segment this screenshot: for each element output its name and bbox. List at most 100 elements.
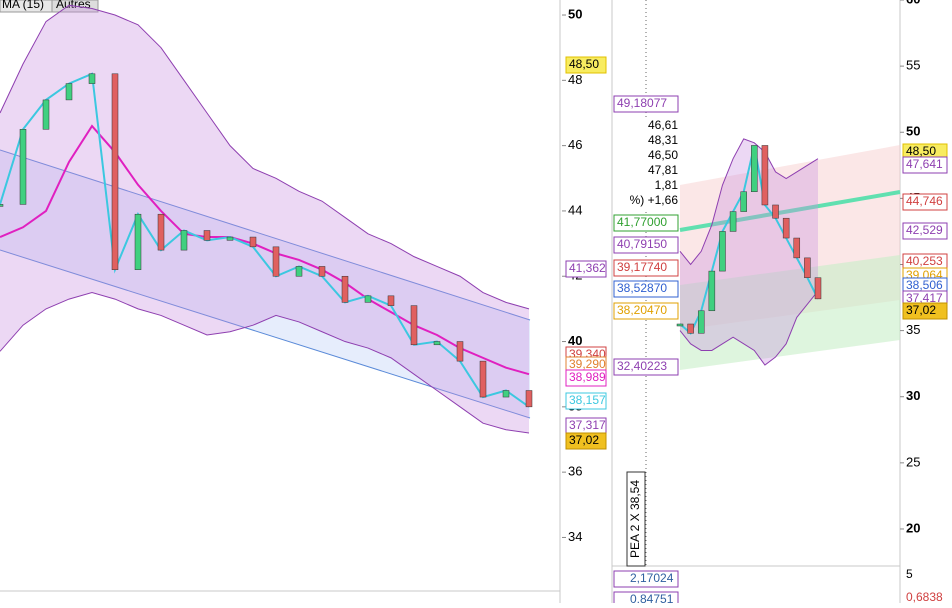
- price-tag: [565, 392, 607, 410]
- oscillator-label: 0,84751: [630, 592, 674, 603]
- candle: [729, 211, 737, 232]
- candle: [740, 191, 747, 212]
- price-tag-label: 38,989: [569, 370, 606, 384]
- info-line: %) +1,66: [630, 193, 679, 207]
- candle: [708, 270, 716, 312]
- candle: [761, 145, 769, 206]
- price-tag: [613, 302, 679, 320]
- price-tag-label: 38,157: [569, 393, 606, 407]
- close-line: [0, 72, 530, 408]
- price-tag: [565, 260, 607, 278]
- y-tick-label: 48: [568, 72, 582, 87]
- info-line: 48,31: [648, 133, 678, 147]
- candle: [65, 83, 73, 101]
- candle: [0, 204, 4, 207]
- candle: [793, 237, 801, 259]
- price-tag-label: 42,529: [906, 223, 943, 237]
- price-tag-label: 38,506: [906, 278, 943, 292]
- info-box: [616, 118, 680, 210]
- candle: [687, 323, 694, 334]
- price-tag: [613, 95, 679, 113]
- price-tag: [565, 432, 607, 450]
- y-tick-label: 50: [568, 6, 582, 21]
- price-tag-label: 47,641: [906, 157, 943, 171]
- candle: [203, 230, 211, 241]
- price-tag-label: 39,290: [569, 357, 606, 371]
- candle: [249, 236, 257, 248]
- candle: [387, 295, 395, 306]
- candle: [295, 266, 303, 277]
- candle: [157, 213, 165, 251]
- upper-band-line: [679, 138, 819, 266]
- candle: [676, 323, 684, 327]
- candle: [719, 231, 726, 272]
- candle: [111, 73, 119, 270]
- candle: [479, 360, 487, 398]
- price-tag-label: 48,50: [906, 144, 936, 158]
- zone-green: [680, 255, 900, 370]
- candle: [42, 99, 50, 130]
- price-tag-label: 37,317: [569, 418, 606, 432]
- lower-band-line: [0, 292, 530, 434]
- candle: [697, 310, 705, 334]
- price-tag-label: 40,253: [906, 254, 943, 268]
- price-tag: [613, 214, 679, 232]
- candle: [410, 305, 418, 346]
- oscillator-axis-label: 0,6838: [906, 590, 943, 603]
- price-tag-label: 39,17740: [617, 260, 667, 274]
- y-tick-label: 34: [568, 529, 582, 544]
- y-tick-label: 35: [906, 322, 920, 337]
- y-tick-label: 40: [568, 333, 582, 348]
- price-tag-label: 40,79150: [617, 237, 667, 251]
- y-tick-label: 50: [906, 124, 920, 139]
- trend-line: [679, 190, 901, 232]
- y-tick-label: 44: [568, 202, 582, 217]
- price-tag-label: 41,77000: [617, 215, 667, 229]
- vertical-label: PEA 2 X 38,54: [628, 480, 642, 558]
- channel-line: [0, 249, 531, 419]
- candle: [341, 275, 349, 303]
- indicator-label: MA (15): [2, 0, 44, 11]
- info-line: 46,61: [648, 118, 678, 132]
- price-tag: [565, 369, 607, 387]
- y-tick-label: 25: [906, 454, 920, 469]
- candle: [502, 390, 510, 398]
- candle: [318, 266, 326, 277]
- candle: [180, 230, 188, 251]
- price-tag-label: 44,746: [906, 194, 943, 208]
- lower-band-line: [679, 290, 819, 366]
- price-tag-label: 41,362: [569, 261, 606, 275]
- info-line: 46,50: [648, 148, 678, 162]
- price-tag-label: 38,20470: [617, 303, 667, 317]
- candle: [782, 217, 790, 239]
- candle: [804, 257, 811, 278]
- price-tag-label: 32,40223: [617, 359, 667, 373]
- price-tag: [613, 280, 679, 298]
- y-tick-label: 46: [568, 137, 582, 152]
- y-tick-label: 55: [906, 58, 920, 73]
- price-tag: [565, 56, 607, 74]
- regression-channel: [0, 150, 530, 418]
- y-tick-label: 30: [906, 388, 920, 403]
- candle: [456, 341, 464, 362]
- candle: [364, 295, 372, 303]
- price-tag-label: 37,417: [906, 291, 943, 305]
- y-tick-label: 20: [906, 520, 920, 535]
- candle: [134, 213, 142, 270]
- price-tag: [613, 259, 679, 277]
- candle: [525, 390, 533, 408]
- price-tag: [902, 193, 948, 211]
- y-tick-label: 36: [568, 464, 582, 479]
- candle: [751, 145, 758, 193]
- y-tick-label: 60: [906, 0, 920, 6]
- price-tag-label: 37,02: [906, 303, 936, 317]
- price-tag-label: 37,02: [569, 433, 599, 447]
- vertical-tag: [626, 471, 646, 567]
- upper-band-line: [0, 4, 530, 310]
- candle: [272, 246, 280, 277]
- price-tag: [902, 156, 948, 174]
- candle: [772, 204, 779, 219]
- oscillator-tag: [613, 570, 679, 588]
- candle: [814, 277, 822, 300]
